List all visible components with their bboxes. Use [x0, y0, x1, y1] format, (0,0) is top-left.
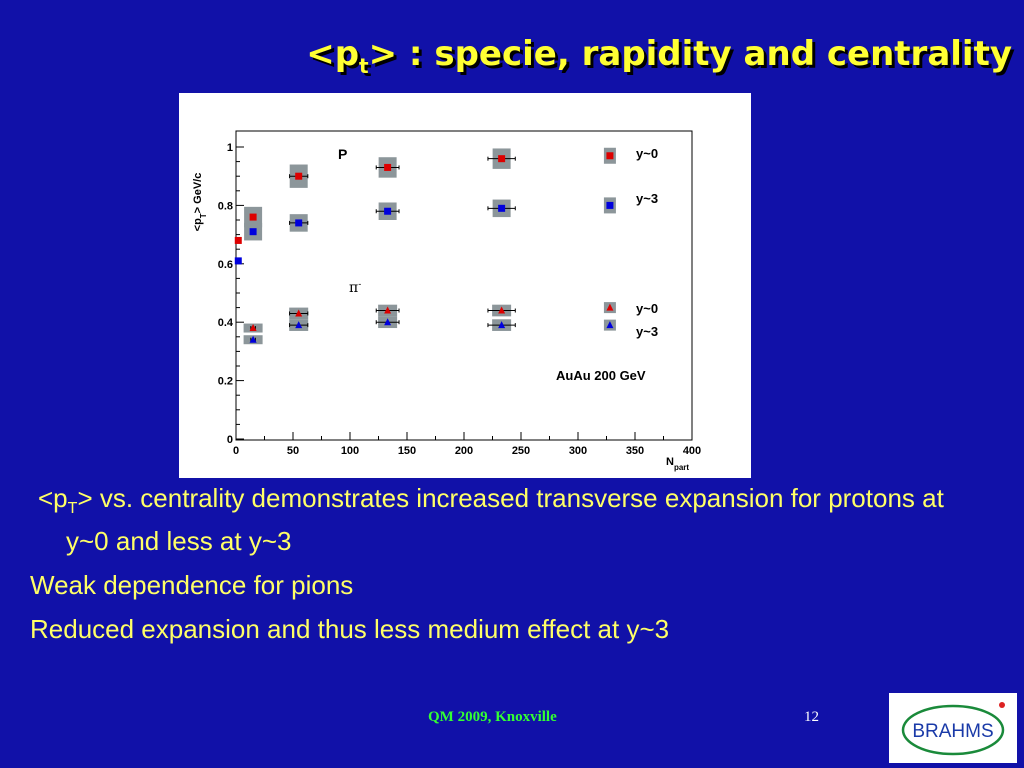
logo-star-icon — [999, 702, 1005, 708]
data-point — [234, 257, 242, 265]
data-point — [498, 321, 506, 329]
data-point — [249, 228, 257, 236]
data-point — [384, 306, 392, 314]
y-tick-label: 0.6 — [218, 259, 233, 271]
y-tick-label: 1 — [227, 142, 233, 154]
legend-label-pion-y3: y~3 — [636, 324, 658, 339]
x-tick-label: 100 — [341, 445, 359, 457]
legend-label-proton-y0: y~0 — [636, 146, 658, 161]
y-tick-label: 0 — [227, 434, 233, 446]
x-tick-label: 300 — [569, 445, 587, 457]
data-point — [498, 204, 506, 212]
y-tick-label: 0.2 — [218, 376, 233, 388]
y-tick-label: 0.8 — [218, 200, 233, 212]
x-tick-label: 0 — [233, 445, 239, 457]
data-point — [249, 335, 257, 343]
pion-label-symbol: π — [349, 280, 358, 296]
data-point — [384, 318, 392, 326]
title-subscript: t — [359, 53, 369, 78]
data-point — [498, 306, 506, 314]
x-axis-label-main: N — [666, 456, 674, 468]
bullet-item: Weak dependence for pions — [30, 570, 354, 601]
bullet-subscript: T — [67, 500, 78, 518]
title-suffix: > : specie, rapidity and centrality — [368, 34, 1012, 74]
x-tick-label: 50 — [287, 445, 299, 457]
data-point — [234, 236, 242, 244]
legend-label-pion-y0: y~0 — [636, 301, 658, 316]
data-point — [606, 303, 614, 311]
page-number: 12 — [804, 709, 819, 725]
pion-label-charge: - — [358, 280, 361, 290]
bullet-mid: > — [77, 483, 93, 513]
slide-title: <pt> : specie, rapidity and centrality — [0, 34, 1012, 78]
x-tick-label: 350 — [626, 445, 644, 457]
y-axis-label: <pT> GeV/c — [192, 173, 208, 232]
y-axis-label-prefix: <p — [192, 218, 204, 231]
system-label: AuAu 200 GeV — [556, 368, 646, 383]
logo-text: BRAHMS — [912, 721, 993, 742]
data-point — [249, 324, 257, 332]
y-axis-label-suffix: > GeV/c — [192, 173, 204, 214]
x-axis-label-sub: part — [674, 463, 689, 472]
title-prefix: <p — [306, 34, 360, 74]
pion-label: π- — [349, 280, 361, 296]
proton-label: P — [338, 146, 347, 162]
data-point — [295, 321, 303, 329]
y-tick-label: 0.4 — [218, 317, 234, 329]
data-point — [384, 207, 392, 215]
x-tick-label: 200 — [455, 445, 473, 457]
bullet-list: <pT> vs. centrality demonstrates increas… — [30, 482, 990, 657]
chart-panel: 0 50 100 150 200 250 300 350 400 0 0.2 0.4 0.6 0.8 1 <… — [179, 93, 751, 478]
brahms-logo-graphic: BRAHMS — [901, 702, 1005, 756]
footer-conference: QM 2009, Knoxville — [428, 709, 557, 725]
brahms-logo: BRAHMS — [889, 693, 1017, 763]
bullet-item: Reduced expansion and thus less medium e… — [30, 614, 670, 645]
data-point — [606, 321, 614, 329]
mean-pt-chart: 0 50 100 150 200 250 300 350 400 0 0.2 0.4 0.6 0.8 1 <… — [192, 130, 701, 472]
data-point — [295, 172, 303, 180]
data-point — [295, 309, 303, 317]
bullet-text: vs. centrality demonstrates increased tr… — [66, 483, 944, 557]
x-tick-label: 250 — [512, 445, 530, 457]
data-point — [249, 213, 257, 221]
data-point — [384, 163, 392, 171]
bullet-prefix: <p — [38, 483, 68, 513]
bullet-item: <pT> vs. centrality demonstrates increas… — [30, 482, 990, 557]
data-point — [606, 152, 614, 160]
data-point — [498, 155, 506, 163]
data-point — [295, 219, 303, 227]
legend-label-proton-y3: y~3 — [636, 191, 658, 206]
data-point — [606, 201, 614, 209]
x-tick-label: 150 — [398, 445, 416, 457]
y-axis-label-sub: T — [199, 213, 208, 218]
x-axis-label: Npart — [666, 456, 689, 472]
x-tick-label: 400 — [683, 445, 701, 457]
